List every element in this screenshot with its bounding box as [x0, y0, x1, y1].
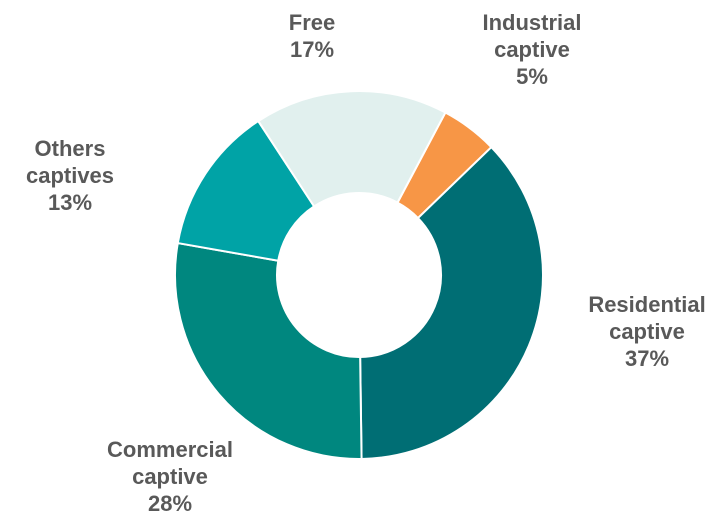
slice-name-label: Residential	[588, 292, 705, 317]
slice-name-label: captive	[494, 37, 570, 62]
label-industrial-captive: Industrial captive 5%	[482, 10, 581, 89]
slice-name-label: captive	[609, 319, 685, 344]
slice-value-label: 17%	[290, 37, 334, 62]
slice-commercial-captive	[174, 241, 363, 460]
slice-labels: Industrial captive 5%Residential captive 37%…	[26, 10, 706, 516]
slice-name-label: Others	[35, 136, 106, 161]
slice-value-label: 13%	[48, 190, 92, 215]
donut-slices	[174, 90, 544, 460]
label-others-captives: Others captives 13%	[26, 136, 114, 215]
label-residential-captive: Residential captive 37%	[588, 292, 705, 371]
slice-name-label: captives	[26, 163, 114, 188]
slice-value-label: 37%	[625, 346, 669, 371]
label-free: Free 17%	[289, 10, 335, 62]
slice-name-label: Commercial	[107, 437, 233, 462]
slice-value-label: 5%	[516, 64, 548, 89]
label-commercial-captive: Commercial captive 28%	[107, 437, 233, 516]
slice-value-label: 28%	[148, 491, 192, 516]
slice-free	[256, 90, 447, 208]
slice-name-label: captive	[132, 464, 208, 489]
slice-name-label: Industrial	[482, 10, 581, 35]
slice-name-label: Free	[289, 10, 335, 35]
slice-residential-captive	[359, 145, 544, 460]
